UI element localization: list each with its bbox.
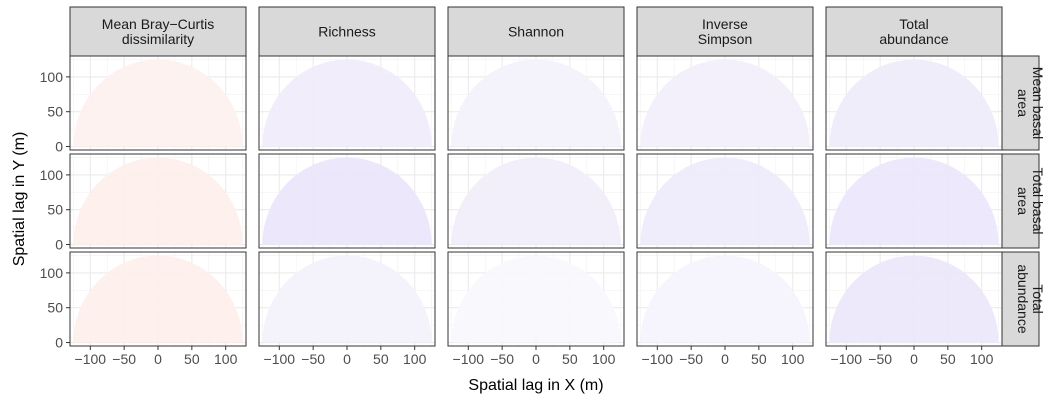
x-axis-tick-label: 0 (532, 351, 540, 367)
facet-strip-column (447, 6, 625, 57)
x-axis-tick-label: 100 (403, 351, 427, 367)
x-axis-tick-label: 50 (562, 351, 578, 367)
x-axis-tick-label: 50 (373, 351, 389, 367)
facet-strip-row (1001, 153, 1040, 249)
facet-strip-label: Total (1030, 284, 1045, 314)
x-axis-tick-label: 0 (343, 351, 351, 367)
heatmap-tiles (640, 255, 810, 343)
facet-strip-row (1001, 55, 1040, 151)
facet-strip-column (69, 6, 247, 57)
facet-strip-label: abundance (1015, 264, 1031, 334)
panel-border (69, 153, 247, 249)
x-axis-tick-label: 100 (781, 351, 805, 367)
x-axis-tick-label: 100 (970, 351, 994, 367)
y-axis-tick-label: 0 (55, 237, 63, 253)
facet-strip-label: Total basal (1030, 168, 1045, 235)
facet-strip-label: Inverse (702, 16, 748, 32)
heatmap-tiles (451, 59, 621, 147)
y-axis-tick-label: 0 (55, 335, 63, 351)
x-axis-tick-label: 50 (751, 351, 767, 367)
heatmap-tiles (829, 255, 999, 343)
y-axis-tick-label: 50 (47, 300, 63, 316)
x-axis-tick-label: 0 (154, 351, 162, 367)
facet-strip-label: Total (899, 16, 929, 32)
heatmap-tiles (829, 59, 999, 147)
facet-strip-label: area (1015, 187, 1031, 215)
x-axis-tick-label: 100 (592, 351, 616, 367)
y-axis-tick-label: 100 (40, 69, 64, 85)
facet-strip-column (636, 6, 814, 57)
heatmap-tiles (451, 255, 621, 343)
facet-strip-label: abundance (879, 31, 949, 47)
heatmap-tiles (262, 255, 432, 343)
heatmap-tiles (451, 157, 621, 245)
x-axis-tick-label: −100 (453, 351, 485, 367)
heatmap-tiles (829, 157, 999, 245)
y-axis-tick-label: 0 (55, 139, 63, 155)
heatmap-tiles (640, 157, 810, 245)
x-axis-title: Spatial lag in X (m) (468, 377, 603, 394)
heatmap-tiles (73, 255, 243, 343)
facet-strip-column (258, 6, 436, 57)
x-axis-tick-label: −100 (75, 351, 107, 367)
y-axis-tick-label: 100 (40, 167, 64, 183)
x-axis-tick-label: −100 (642, 351, 674, 367)
facet-strip-label: Mean basal (1030, 67, 1045, 139)
facet-strip-column (825, 6, 1003, 57)
facet-strip-label: Richness (318, 24, 376, 40)
y-axis-tick-label: 100 (40, 265, 64, 281)
facet-strip-label: dissimilarity (122, 31, 194, 47)
panel-border (636, 153, 814, 249)
x-axis-tick-label: −50 (868, 351, 892, 367)
x-axis-tick-label: 50 (184, 351, 200, 367)
facet-strip-label: Shannon (508, 24, 564, 40)
x-axis-tick-label: −100 (264, 351, 296, 367)
x-axis-tick-label: −50 (679, 351, 703, 367)
facet-strip-label: Mean Bray−Curtis (102, 16, 214, 32)
heatmap-tiles (73, 157, 243, 245)
x-axis-tick-label: −50 (301, 351, 325, 367)
x-axis-tick-label: −50 (112, 351, 136, 367)
heatmap-tiles (73, 59, 243, 147)
heatmap-tiles (640, 59, 810, 147)
x-axis-tick-label: 0 (721, 351, 729, 367)
y-axis-tick-label: 50 (47, 202, 63, 218)
x-axis-tick-label: −50 (490, 351, 514, 367)
x-axis-tick-label: 50 (940, 351, 956, 367)
panel-border (258, 153, 436, 249)
y-axis-tick-label: 50 (47, 104, 63, 120)
heatmap-tiles (262, 59, 432, 147)
heatmap-tiles (262, 157, 432, 245)
facet-strip-label: area (1015, 89, 1031, 117)
facet-strip-label: Simpson (698, 31, 752, 47)
x-axis-tick-label: −100 (831, 351, 863, 367)
panel-border (447, 153, 625, 249)
x-axis-tick-label: 0 (910, 351, 918, 367)
y-axis-title: Spatial lag in Y (m) (11, 132, 28, 267)
x-axis-tick-label: 100 (214, 351, 238, 367)
facet-strip-row (1001, 251, 1040, 347)
